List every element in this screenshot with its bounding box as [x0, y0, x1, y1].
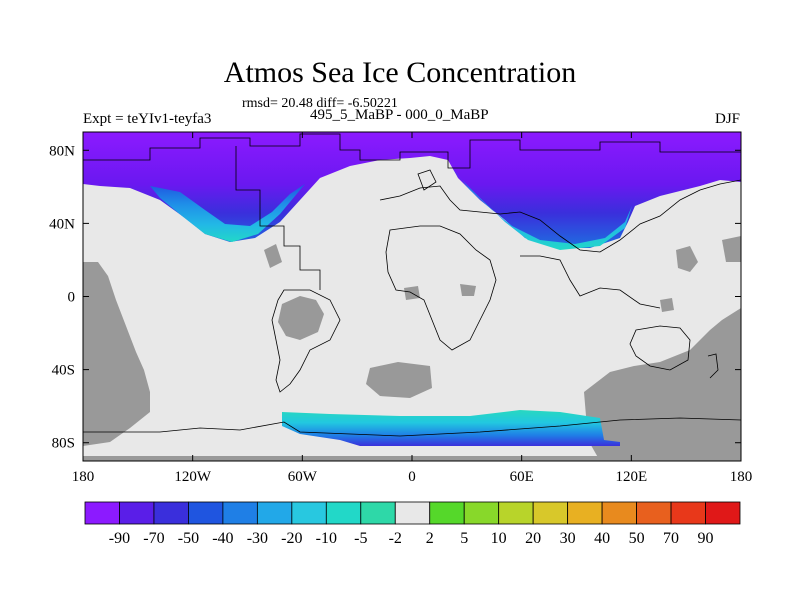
period-label: 495_5_MaBP - 000_0_MaBP [310, 107, 489, 123]
x-tick-label: 180 [72, 469, 95, 485]
pacific-tongue-field [150, 184, 305, 242]
colorbar-swatch [601, 501, 637, 525]
colorbar-swatch [84, 501, 120, 525]
x-tick-label: 60E [510, 469, 534, 485]
x-tick-label: 180 [730, 469, 753, 485]
colorbar-swatch [498, 501, 534, 525]
colorbar-label: 10 [491, 530, 507, 547]
colorbar-label: -20 [281, 530, 302, 547]
x-tick-label: 120W [174, 469, 212, 485]
colorbar-swatch [670, 501, 706, 525]
x-tick-label: 120E [615, 469, 647, 485]
colorbar-swatch [532, 501, 569, 525]
colorbar-swatch [291, 501, 327, 525]
colorbar-swatch [325, 501, 362, 525]
colorbar-swatch [429, 501, 465, 525]
colorbar-label: 5 [460, 530, 468, 547]
colorbar-label: -10 [316, 530, 337, 547]
experiment-label: Expt = teYIv1-teyfa3 [83, 111, 212, 127]
colorbar-swatch [567, 501, 603, 525]
colorbar-swatch [188, 501, 224, 525]
colorbar-label: -70 [143, 530, 164, 547]
colorbar-label: 2 [426, 530, 434, 547]
y-tick-label: 0 [68, 290, 76, 306]
y-tick-label: 80S [52, 436, 75, 452]
colorbar-label: -40 [212, 530, 233, 547]
colorbar-swatch [360, 501, 396, 525]
arctic-ice-loss-field [83, 132, 741, 248]
colorbar-swatch [636, 501, 672, 525]
colorbar-swatch [153, 501, 189, 525]
colorbar-label: -50 [178, 530, 199, 547]
axes: 180 120W 60W 0 60E 120E 180 80N 40N 0 40S 80S [49, 132, 752, 485]
colorbar-label: 20 [525, 530, 541, 547]
colorbar-swatch [705, 501, 741, 525]
colorbar: -90 -70 -50 -40 -30 -20 -10 -5 -2 2 5 10 20 30 40 50 70 9… [84, 501, 741, 547]
colorbar-label: -30 [247, 530, 268, 547]
colorbar-swatch [394, 501, 431, 525]
season-label: DJF [714, 111, 740, 127]
colorbar-label: 30 [560, 530, 576, 547]
y-tick-label: 40S [52, 363, 75, 379]
colorbar-swatch [256, 501, 293, 525]
y-tick-label: 40N [49, 216, 75, 232]
colorbar-label: 50 [629, 530, 645, 547]
x-tick-label: 0 [408, 469, 416, 485]
y-tick-label: 80N [49, 143, 75, 159]
x-tick-label: 60W [288, 469, 318, 485]
coastlines [83, 133, 741, 437]
southern-ocean-field [282, 410, 620, 446]
colorbar-label: 70 [663, 530, 679, 547]
colorbar-label: 40 [594, 530, 610, 547]
colorbar-label: -2 [389, 530, 402, 547]
chart-subtitle: rmsd= 20.48 diff= -6.50221 [242, 96, 398, 111]
colorbar-swatch [463, 501, 500, 525]
colorbar-label: -90 [109, 530, 130, 547]
colorbar-swatch [222, 501, 258, 525]
chart-title: Atmos Sea Ice Concentration [223, 56, 577, 89]
colorbar-swatch [119, 501, 155, 525]
colorbar-label: -5 [354, 530, 367, 547]
colorbar-label: 90 [698, 530, 714, 547]
